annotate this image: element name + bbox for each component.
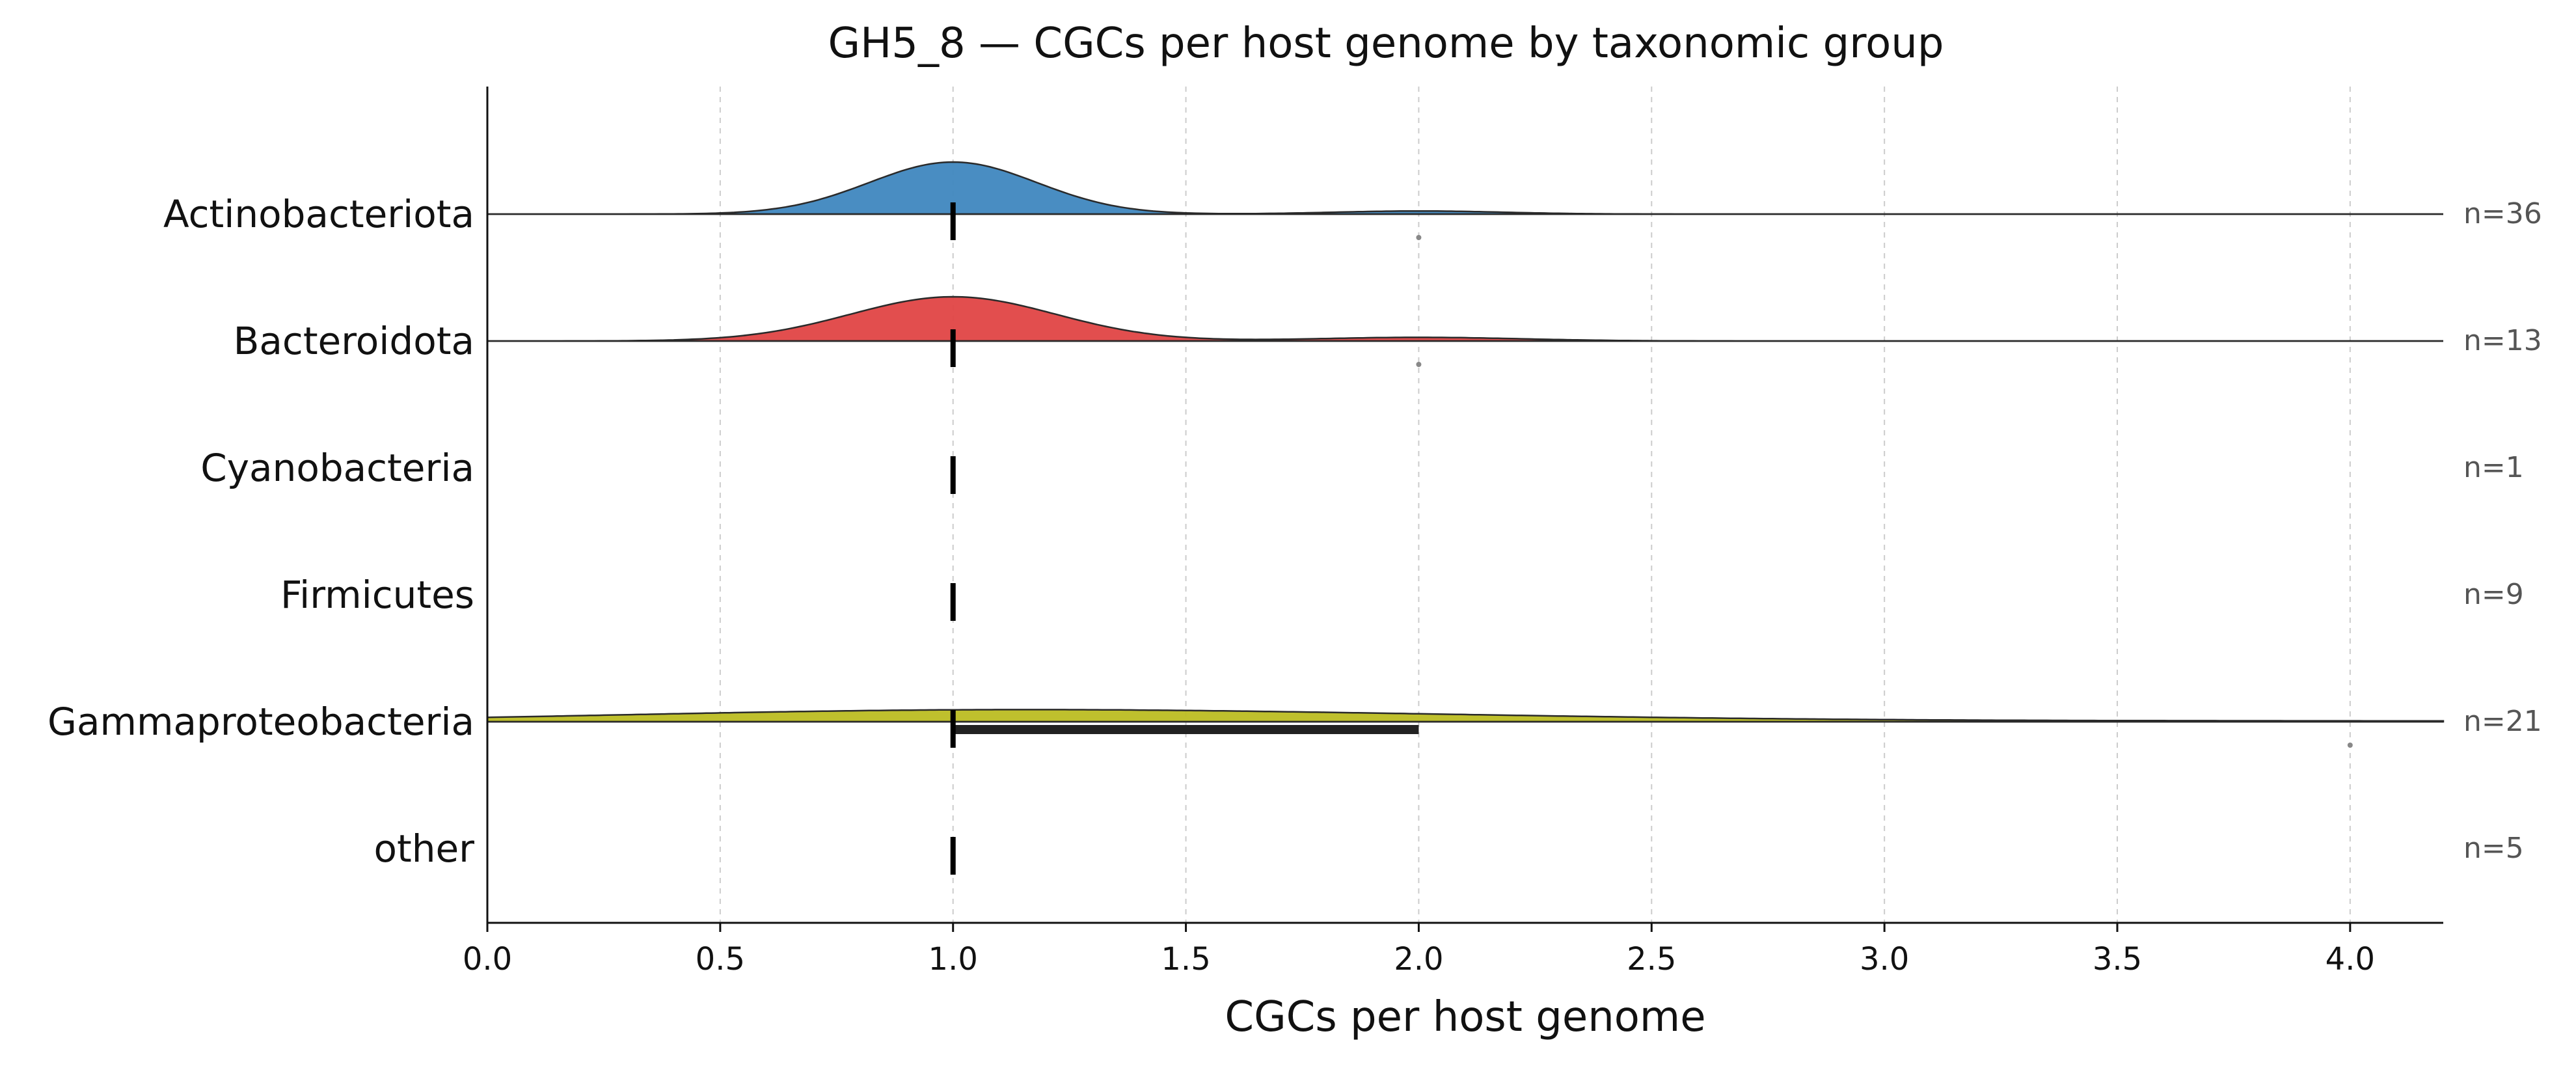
category-label: Firmicutes (280, 573, 474, 617)
ridge-actinobacteriota: Actinobacteriota n=36 (163, 161, 2542, 240)
sample-size-label: n=9 (2463, 578, 2524, 611)
outlier-point (1416, 235, 1422, 240)
sample-size-label: n=5 (2463, 832, 2524, 865)
category-label: other (373, 827, 474, 871)
category-label: Bacteroidota (234, 319, 474, 363)
density-curve (486, 709, 2445, 723)
x-tick-label: 1.0 (929, 941, 978, 977)
category-label: Cyanobacteria (200, 446, 474, 490)
sample-size-label: n=1 (2463, 451, 2524, 484)
ridge-cyanobacteria: Cyanobacteria n=1 (200, 446, 2524, 494)
category-label: Actinobacteriota (163, 192, 474, 236)
density-curve (487, 295, 2443, 342)
x-tick-label: 0.5 (696, 941, 745, 977)
sample-size-label: n=13 (2463, 324, 2542, 357)
x-tick-label: 0.0 (463, 941, 512, 977)
ridge-other: other n=5 (373, 827, 2524, 875)
density-curve (487, 161, 2443, 215)
x-tick-label: 4.0 (2325, 941, 2375, 977)
grid-lines (487, 87, 2351, 923)
ridges: Actinobacteriota n=36 Bacteroidota n=13 Cyan… (47, 161, 2542, 875)
x-axis-label: CGCs per host genome (1225, 993, 1705, 1041)
x-tick-label: 3.0 (1860, 941, 1909, 977)
outlier-point (2347, 743, 2353, 748)
ridge-gammaproteobacteria: Gammaproteobacteria n=21 (47, 700, 2542, 748)
x-tick-label: 2.0 (1394, 941, 1443, 977)
chart-title: GH5_8 — CGCs per host genome by taxonomi… (828, 20, 1944, 68)
x-tick-label: 3.5 (2093, 941, 2142, 977)
outlier-point (1416, 362, 1422, 367)
ridge-firmicutes: Firmicutes n=9 (280, 573, 2524, 621)
x-tick-label: 1.5 (1161, 941, 1210, 977)
sample-size-label: n=36 (2463, 197, 2542, 230)
iqr-bar (953, 725, 1419, 734)
x-tick-label: 2.5 (1627, 941, 1676, 977)
ridge-bacteroidota: Bacteroidota n=13 (234, 295, 2542, 367)
category-label: Gammaproteobacteria (47, 700, 474, 744)
sample-size-label: n=21 (2463, 705, 2542, 738)
x-ticks: 0.0 0.5 1.0 1.5 2.0 2.5 3.0 3.5 4.0 (463, 923, 2375, 977)
